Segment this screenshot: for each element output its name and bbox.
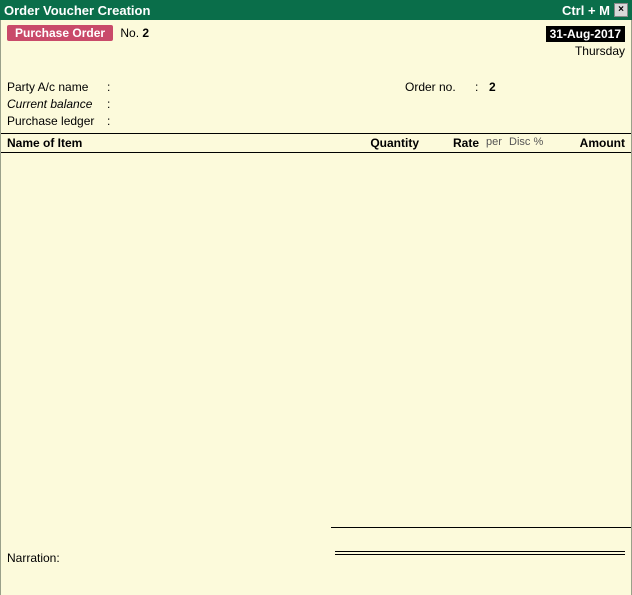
titlebar: Order Voucher Creation Ctrl + M × (0, 0, 632, 20)
voucher-date[interactable]: 31-Aug-2017 (546, 26, 625, 42)
party-block: Party A/c name : Current balance : Purch… (1, 60, 631, 133)
purchase-ledger-label: Purchase ledger (7, 114, 107, 128)
shortcut-hint: Ctrl + M (562, 3, 610, 18)
col-header-rate: Rate (419, 136, 479, 150)
date-block: 31-Aug-2017 Thursday (546, 26, 625, 58)
narration-block: Narration: (1, 529, 631, 569)
voucher-no-label: No. (120, 26, 139, 40)
close-icon[interactable]: × (614, 3, 628, 17)
voucher-content: Purchase Order No. 2 31-Aug-2017 Thursda… (0, 20, 632, 595)
party-name-row: Party A/c name : (7, 78, 405, 95)
items-table-header: Name of Item Quantity Rate per Disc % Am… (1, 133, 631, 153)
col-header-disc: Disc % (509, 136, 553, 150)
party-right: Order no. : 2 (405, 78, 625, 129)
colon: : (107, 80, 117, 94)
current-balance-row: Current balance : (7, 95, 405, 112)
col-header-qty: Quantity (349, 136, 419, 150)
narration-label: Narration: (7, 551, 67, 565)
colon: : (107, 97, 117, 111)
colon: : (107, 114, 117, 128)
order-no-row: Order no. : 2 (405, 78, 625, 95)
items-table-body[interactable] (1, 153, 631, 523)
order-no-label: Order no. (405, 80, 475, 94)
party-name-label: Party A/c name (7, 80, 107, 94)
titlebar-right: Ctrl + M × (562, 3, 628, 18)
party-left: Party A/c name : Current balance : Purch… (7, 78, 405, 129)
purchase-ledger-row: Purchase ledger : (7, 112, 405, 129)
colon: : (475, 80, 485, 94)
voucher-no-value[interactable]: 2 (142, 26, 149, 40)
narration-right (67, 551, 625, 557)
window-title: Order Voucher Creation (4, 3, 562, 18)
voucher-header: Purchase Order No. 2 31-Aug-2017 Thursda… (1, 20, 631, 60)
voucher-number: No. 2 (120, 26, 149, 40)
voucher-type-tag[interactable]: Purchase Order (7, 25, 113, 41)
col-header-per: per (479, 136, 509, 150)
col-header-name: Name of Item (7, 136, 349, 150)
current-balance-label: Current balance (7, 97, 107, 111)
voucher-day: Thursday (546, 44, 625, 58)
voucher-type-block: Purchase Order No. 2 (7, 26, 149, 40)
grand-total-lines (335, 551, 625, 557)
order-no-value[interactable]: 2 (489, 80, 496, 94)
col-header-amount: Amount (553, 136, 625, 150)
